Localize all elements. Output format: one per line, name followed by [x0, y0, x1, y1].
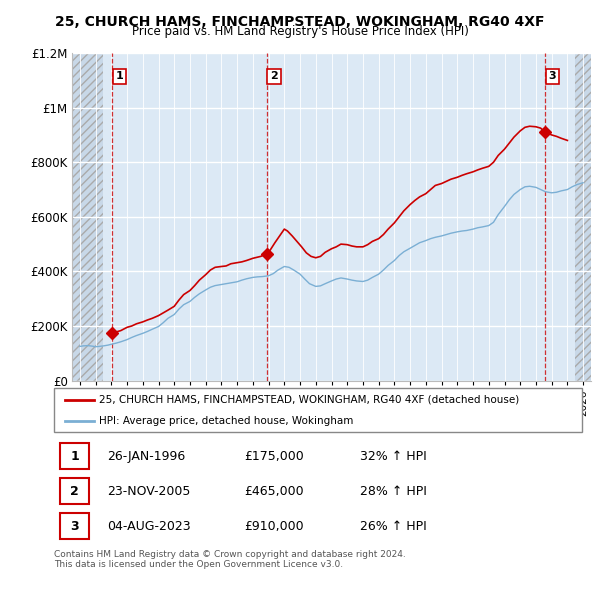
FancyBboxPatch shape — [61, 513, 89, 539]
FancyBboxPatch shape — [61, 478, 89, 504]
Text: 28% ↑ HPI: 28% ↑ HPI — [360, 484, 427, 498]
Text: 2: 2 — [70, 484, 79, 498]
Text: HPI: Average price, detached house, Wokingham: HPI: Average price, detached house, Woki… — [99, 416, 353, 426]
Bar — [72, 53, 103, 381]
Text: 25, CHURCH HAMS, FINCHAMPSTEAD, WOKINGHAM, RG40 4XF: 25, CHURCH HAMS, FINCHAMPSTEAD, WOKINGHA… — [55, 15, 545, 29]
Text: 26-JAN-1996: 26-JAN-1996 — [107, 450, 185, 463]
Text: £175,000: £175,000 — [244, 450, 304, 463]
Bar — [575, 53, 591, 381]
Text: 2: 2 — [270, 71, 278, 81]
Text: 23-NOV-2005: 23-NOV-2005 — [107, 484, 190, 498]
Text: 04-AUG-2023: 04-AUG-2023 — [107, 520, 190, 533]
Text: Price paid vs. HM Land Registry's House Price Index (HPI): Price paid vs. HM Land Registry's House … — [131, 25, 469, 38]
Text: 1: 1 — [116, 71, 124, 81]
Text: Contains HM Land Registry data © Crown copyright and database right 2024.
This d: Contains HM Land Registry data © Crown c… — [54, 550, 406, 569]
FancyBboxPatch shape — [61, 443, 89, 470]
Text: 3: 3 — [548, 71, 556, 81]
Text: 32% ↑ HPI: 32% ↑ HPI — [360, 450, 427, 463]
Text: 3: 3 — [71, 520, 79, 533]
Text: £465,000: £465,000 — [244, 484, 304, 498]
FancyBboxPatch shape — [54, 388, 582, 432]
Text: 25, CHURCH HAMS, FINCHAMPSTEAD, WOKINGHAM, RG40 4XF (detached house): 25, CHURCH HAMS, FINCHAMPSTEAD, WOKINGHA… — [99, 395, 519, 405]
Text: 26% ↑ HPI: 26% ↑ HPI — [360, 520, 427, 533]
Text: £910,000: £910,000 — [244, 520, 304, 533]
Text: 1: 1 — [70, 450, 79, 463]
